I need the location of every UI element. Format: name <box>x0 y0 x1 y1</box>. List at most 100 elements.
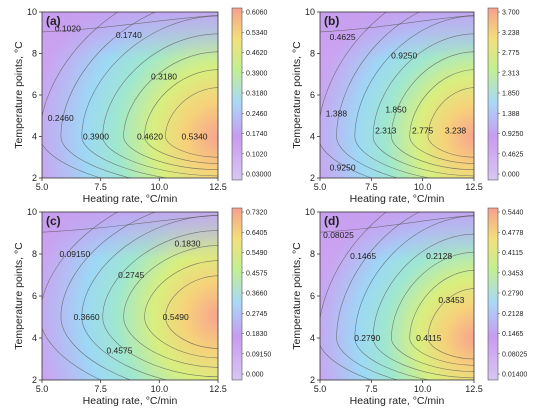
x-axis-title: Heating rate, °C/min <box>83 193 178 205</box>
x-tick-label: 5.0 <box>36 182 49 192</box>
colorbar-tick-label: 0.1020 <box>246 151 268 158</box>
panel-label: (d) <box>324 214 339 228</box>
contour-label: 0.1740 <box>116 30 142 40</box>
colorbar-tick-label: 0.6405 <box>246 230 268 237</box>
contour-top-band <box>42 212 218 260</box>
colorbar: 3.700 3.238 2.775 2.313 1.850 1.388 0.9250 0.46… <box>487 7 524 181</box>
contour-line <box>336 12 421 178</box>
x-tick-label: 12.5 <box>209 182 227 192</box>
colorbar-tick-label: 0.1830 <box>246 331 268 338</box>
y-tick-label: 10 <box>27 7 37 17</box>
contour-label: 0.3900 <box>83 132 109 142</box>
contour-label: 2.775 <box>412 125 434 135</box>
colorbar-tick-label: 0.08025 <box>502 351 527 358</box>
contour-fill <box>42 12 218 178</box>
colorbar-tick-label: 0.4115 <box>502 250 523 257</box>
contour-line <box>391 252 474 372</box>
x-tick-label: 5.0 <box>314 182 327 192</box>
colorbar-tick-label: 0.2790 <box>502 291 524 298</box>
y-tick-label: 8 <box>32 249 37 259</box>
colorbar-gradient <box>231 207 243 381</box>
contour-line <box>372 33 474 177</box>
colorbar: 0.5440 0.4778 0.4115 0.3453 0.2790 0.2128 0.14… <box>487 207 527 381</box>
colorbar-tick-label: 0.2745 <box>246 311 268 318</box>
contour-line <box>81 215 218 380</box>
y-tick-label: 6 <box>310 291 315 301</box>
x-axis-title: Heating rate, °C/min <box>350 395 445 407</box>
y-tick-label: 4 <box>32 333 37 343</box>
y-tick-label: 8 <box>310 49 315 59</box>
contour-line <box>60 212 157 380</box>
colorbar-tick-label: 0.7320 <box>246 210 268 217</box>
y-tick-label: 10 <box>27 207 37 217</box>
y-tick-label: 2 <box>32 375 37 385</box>
contour-label: 0.3180 <box>151 71 177 81</box>
colorbar: 0.7320 0.6405 0.5490 0.4575 0.3660 0.2745 0.18… <box>231 207 271 381</box>
colorbar: 0.6060 0.5340 0.4620 0.3900 0.3180 0.2460 0.17… <box>231 7 271 181</box>
colorbar-tick-label: 2.775 <box>502 50 520 57</box>
contour-label: 0.3660 <box>74 312 100 322</box>
y-tick-label: 8 <box>310 249 315 259</box>
y-axis-title: Temperature points, °C <box>291 242 303 350</box>
x-axis-title: Heating rate, °C/min <box>350 193 445 205</box>
panel-label: (c) <box>46 214 61 228</box>
colorbar-tick-label: 0.4575 <box>246 270 268 277</box>
contour-label: 0.2745 <box>118 270 144 280</box>
x-tick-label: 10.0 <box>414 182 432 192</box>
contour-label: 0.1830 <box>174 239 200 249</box>
contour-label: 0.2790 <box>354 333 380 343</box>
contour-label: 1.388 <box>326 109 348 119</box>
contour-line <box>427 288 474 360</box>
y-tick-label: 8 <box>32 49 37 59</box>
colorbar-tick-label: 3.700 <box>502 10 520 17</box>
y-axis-title: Temperature points, °C <box>13 242 25 350</box>
colorbar-tick-label: 1.388 <box>502 111 520 118</box>
x-axis-title: Heating rate, °C/min <box>83 395 178 407</box>
y-tick-label: 4 <box>32 132 37 142</box>
colorbar-tick-label: 0.3180 <box>246 91 268 98</box>
colorbar-tick-label: 0.2128 <box>502 311 524 318</box>
y-tick-label: 6 <box>310 90 315 100</box>
contour-label: 0.2460 <box>48 113 74 123</box>
contour-label: 0.09150 <box>59 249 90 259</box>
colorbar-tick-label: 0.01400 <box>502 372 527 379</box>
colorbar-tick-label: 0.9250 <box>502 131 524 138</box>
colorbar-tick-label: 0.2460 <box>246 111 268 118</box>
contour-label: 0.9250 <box>330 163 356 173</box>
colorbar-tick-label: 0.3900 <box>246 70 268 77</box>
colorbar-tick-label: 3.238 <box>502 30 520 37</box>
colorbar-tick-label: 0.000 <box>246 372 264 379</box>
contour-line <box>42 15 218 33</box>
contour-label: 0.5490 <box>163 312 189 322</box>
contour-label: 0.4575 <box>106 346 132 356</box>
contour-line <box>102 230 218 378</box>
y-tick-label: 2 <box>310 375 315 385</box>
colorbar-tick-label: 0.5340 <box>246 30 268 37</box>
contour-line <box>354 215 474 380</box>
colorbar-tick-label: 0.4620 <box>246 50 268 57</box>
x-tick-label: 5.0 <box>314 384 327 394</box>
contour-line <box>165 87 218 158</box>
y-axis-title: Temperature points, °C <box>291 41 303 149</box>
colorbar-gradient <box>487 207 499 381</box>
x-tick-label: 10.0 <box>151 384 169 394</box>
y-tick-label: 2 <box>32 173 37 183</box>
colorbar-tick-label: 0.1465 <box>502 331 524 338</box>
y-tick-label: 10 <box>305 207 315 217</box>
x-tick-label: 10.0 <box>151 182 169 192</box>
contour-line <box>409 69 474 164</box>
contour-panel-1: 0.1020 0.1740 0.3180 0.2460 0.3900 0.4620 0.53… <box>13 7 271 205</box>
contour-fill <box>320 12 474 178</box>
colorbar-tick-label: 2.313 <box>502 70 520 77</box>
colorbar-tick-label: 0.09150 <box>246 351 271 358</box>
colorbar-tick-label: 0.5490 <box>246 250 268 257</box>
contour-line <box>427 87 474 158</box>
contour-line <box>354 15 474 178</box>
contour-label: 0.4625 <box>330 32 356 42</box>
contour-label: 0.4115 <box>416 333 442 343</box>
x-tick-label: 10.0 <box>414 384 432 394</box>
x-tick-label: 12.5 <box>465 384 483 394</box>
contour-line <box>102 33 218 177</box>
contour-label: 0.2128 <box>426 251 452 261</box>
